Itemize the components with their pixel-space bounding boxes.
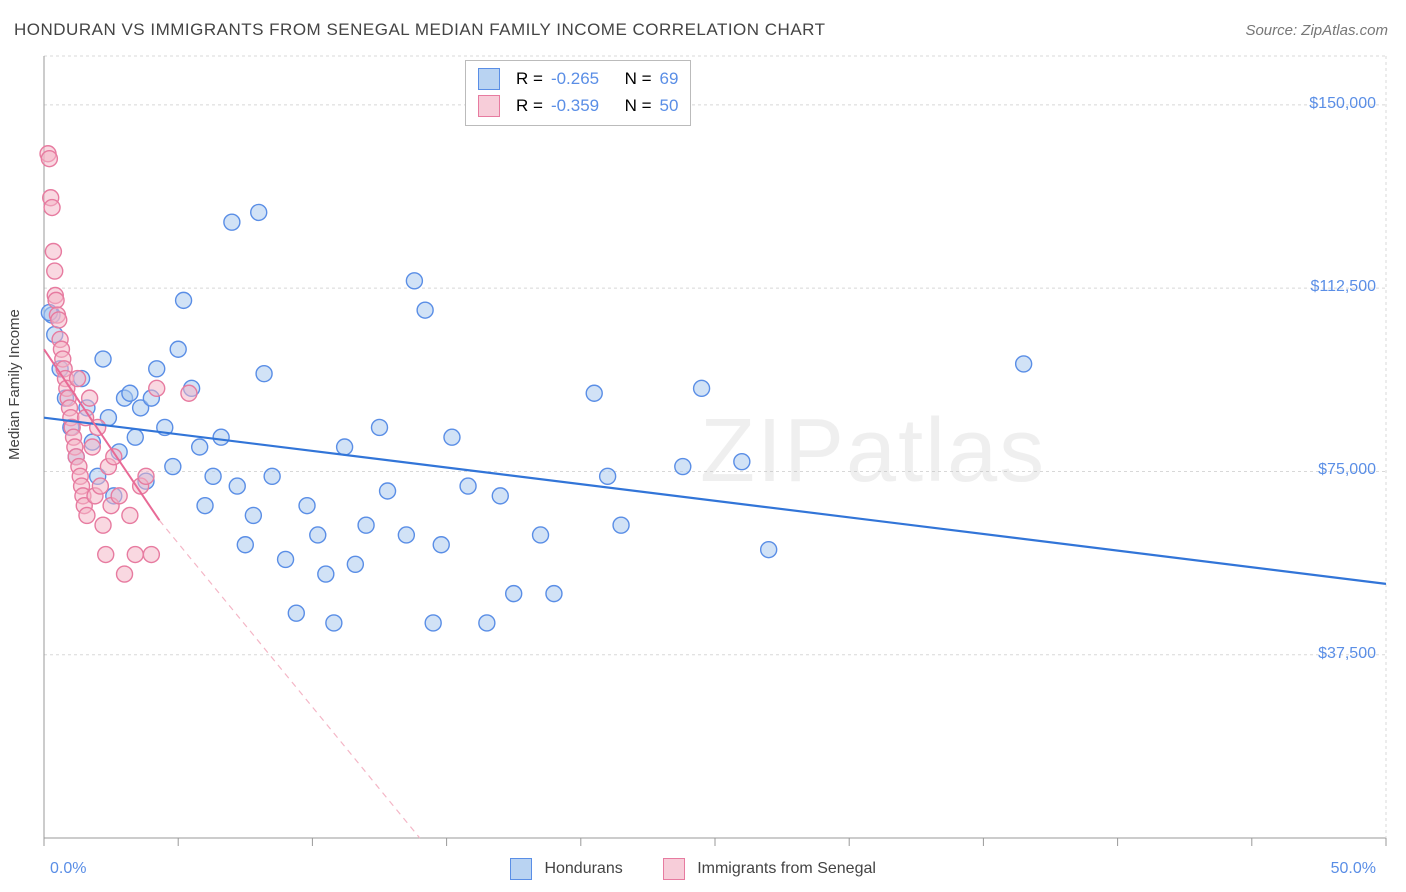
y-tick-label: $37,500	[1318, 645, 1376, 663]
n-value: 69	[660, 65, 679, 92]
r-label: R =	[516, 92, 543, 119]
correlation-legend: R = -0.265 N = 69 R = -0.359 N = 50	[465, 60, 691, 126]
x-tick-label-max: 50.0%	[1331, 860, 1376, 878]
legend-swatch	[478, 68, 500, 90]
y-tick-label: $112,500	[1310, 278, 1376, 296]
r-value: -0.359	[551, 92, 599, 119]
scatter-chart	[0, 0, 1406, 892]
x-tick-label-min: 0.0%	[50, 860, 86, 878]
y-tick-label: $75,000	[1318, 461, 1376, 479]
legend-label: Hondurans	[544, 860, 622, 877]
legend-swatch	[663, 858, 685, 880]
legend-item: Hondurans	[510, 858, 623, 880]
n-value: 50	[660, 92, 679, 119]
legend-bottom: Hondurans Immigrants from Senegal	[510, 858, 876, 880]
correlation-row: R = -0.359 N = 50	[478, 92, 678, 119]
y-tick-label: $150,000	[1309, 95, 1376, 113]
legend-label: Immigrants from Senegal	[697, 860, 876, 877]
legend-swatch	[510, 858, 532, 880]
correlation-row: R = -0.265 N = 69	[478, 65, 678, 92]
legend-swatch	[478, 95, 500, 117]
r-label: R =	[516, 65, 543, 92]
n-label: N =	[625, 92, 652, 119]
n-label: N =	[625, 65, 652, 92]
legend-item: Immigrants from Senegal	[663, 858, 876, 880]
r-value: -0.265	[551, 65, 599, 92]
